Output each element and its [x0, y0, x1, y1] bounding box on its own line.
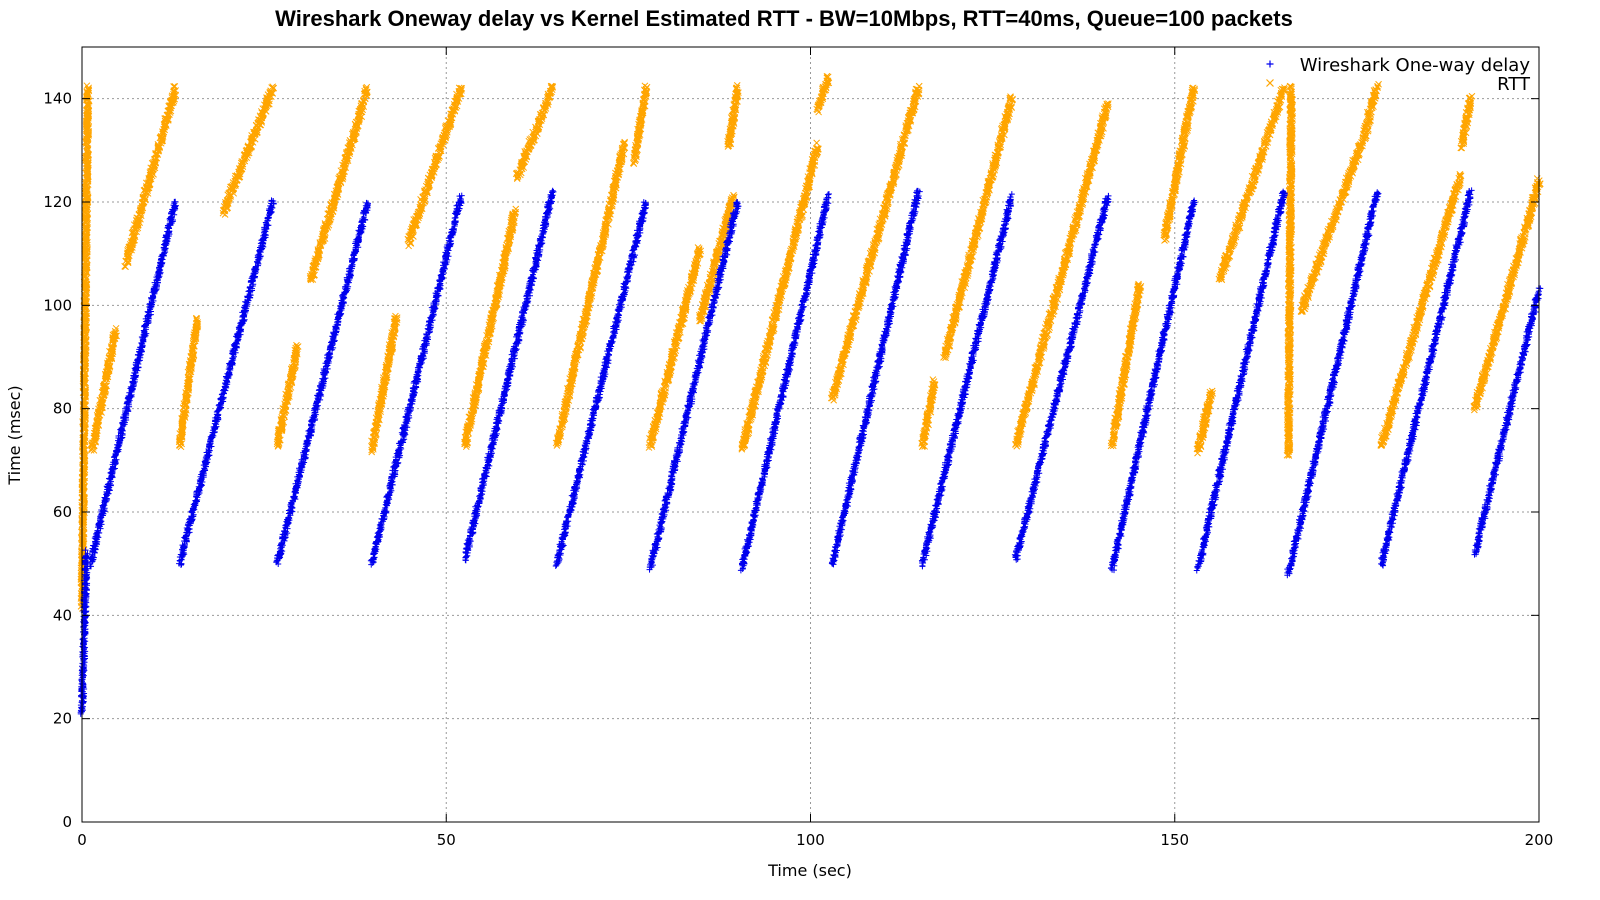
grid-layer	[82, 47, 1539, 822]
x-tick-label: 150	[1160, 831, 1189, 849]
rtt-points	[368, 312, 401, 456]
one-way-delay-points	[1284, 189, 1382, 579]
legend-plus-marker	[1266, 60, 1274, 68]
x-tick-label: 50	[437, 831, 456, 849]
legend-label-one-way-delay: Wireshark One-way delay	[1300, 55, 1531, 76]
one-way-delay-points	[176, 197, 277, 568]
chart-title: Wireshark Oneway delay vs Kernel Estimat…	[275, 6, 1293, 31]
legend-cross-marker	[1266, 79, 1274, 87]
y-axis-label: Time (msec)	[5, 385, 24, 485]
rtt-points	[1283, 82, 1296, 459]
one-way-delay-points	[462, 187, 557, 564]
rtt-points	[1215, 84, 1288, 284]
rtt-points	[461, 205, 520, 451]
y-tick-label: 0	[62, 813, 72, 831]
one-way-delay-points	[737, 191, 832, 574]
y-tick-label: 20	[53, 710, 72, 728]
rtt-points	[1107, 280, 1145, 450]
rtt-points	[1012, 100, 1112, 450]
rtt-points	[629, 82, 651, 167]
one-way-delay-points	[918, 191, 1015, 570]
one-way-delay-points	[1471, 285, 1544, 558]
rtt-points	[695, 191, 738, 325]
one-way-delay-points	[552, 199, 650, 570]
legend-marker-rtt	[1266, 79, 1274, 87]
y-tick-label: 80	[53, 400, 72, 418]
series-one-way-delay	[77, 187, 1544, 717]
x-tick-label: 100	[796, 831, 825, 849]
rtt-points	[175, 314, 202, 451]
one-way-delay-points	[87, 198, 179, 570]
y-tick-label: 40	[53, 606, 72, 624]
rtt-points	[87, 324, 120, 454]
one-way-delay-points	[1107, 197, 1198, 574]
rtt-points	[219, 83, 278, 218]
rtt-points	[1470, 175, 1544, 414]
rtt-points	[1457, 92, 1476, 152]
legend-marker-one-way-delay	[1266, 60, 1274, 68]
y-tick-label: 60	[53, 503, 72, 521]
rtt-points	[1377, 171, 1465, 449]
x-tick-label: 0	[77, 831, 87, 849]
rtt-points	[77, 82, 93, 612]
legend-label-rtt: RTT	[1497, 74, 1531, 95]
points-layer	[77, 72, 1544, 717]
y-tick-label: 100	[43, 296, 72, 314]
rtt-points	[918, 376, 939, 451]
one-way-delay-points	[828, 187, 923, 568]
rtt-points	[121, 83, 180, 271]
rtt-points	[1363, 80, 1382, 120]
y-tick-label: 140	[43, 90, 72, 108]
x-tick-label: 200	[1525, 831, 1554, 849]
rtt-points	[306, 83, 371, 284]
one-way-delay-points	[1011, 192, 1112, 563]
rtt-points	[724, 81, 742, 150]
x-axis-label: Time (sec)	[767, 861, 852, 880]
rtt-points	[1193, 387, 1217, 457]
rtt-points	[1297, 113, 1374, 316]
ticks-layer: 0 20 40 60 80 100 120 140 0 50 100 150 200	[43, 47, 1553, 849]
one-way-delay-points	[646, 199, 742, 573]
one-way-delay-points	[273, 199, 371, 567]
legend: Wireshark One-way delay RTT	[1266, 55, 1531, 95]
rtt-points	[645, 244, 705, 451]
rtt-points	[940, 93, 1016, 362]
rtt-points	[512, 82, 557, 183]
one-way-delay-points	[1378, 187, 1475, 569]
rtt-points	[1160, 84, 1199, 244]
rtt-points	[552, 138, 629, 449]
rtt-points	[738, 139, 822, 453]
one-way-delay-points	[367, 192, 465, 568]
series-rtt	[77, 72, 1544, 612]
one-way-delay-points	[1193, 188, 1288, 574]
rtt-points	[273, 341, 302, 450]
y-tick-label: 120	[43, 193, 72, 211]
rtt-points	[813, 72, 833, 116]
rtt-points	[404, 84, 466, 250]
rtt-points	[827, 82, 923, 404]
